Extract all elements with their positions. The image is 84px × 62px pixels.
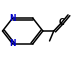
- Text: N: N: [9, 14, 16, 23]
- Text: C: C: [59, 18, 64, 27]
- Text: N: N: [9, 39, 16, 48]
